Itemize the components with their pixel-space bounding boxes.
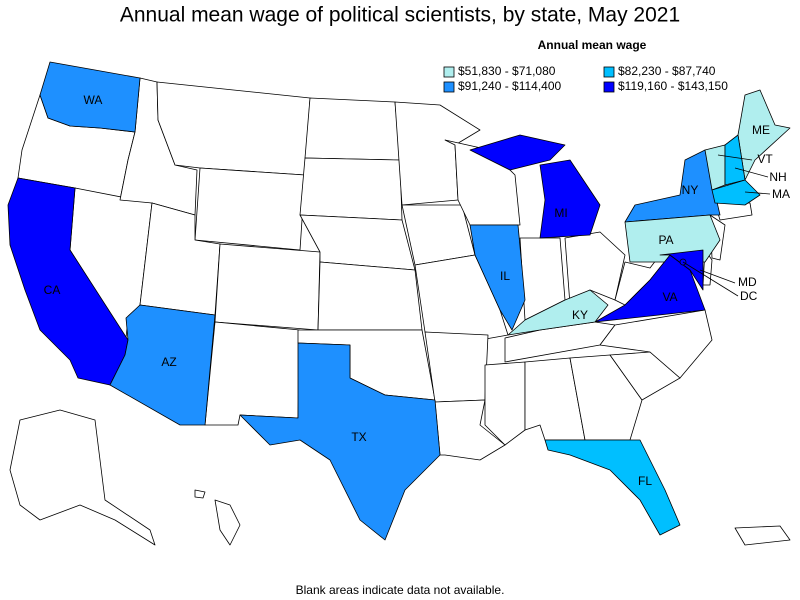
leader-lines	[682, 154, 771, 297]
legend-swatch	[443, 81, 455, 93]
state-shape	[156, 81, 311, 176]
state-shape	[484, 361, 526, 446]
map-title: Annual mean wage of political scientists…	[120, 4, 680, 27]
state-shape	[539, 159, 601, 239]
state-label: ME	[752, 123, 770, 137]
state-shape	[469, 224, 526, 331]
state-shape	[317, 261, 423, 331]
blank-states	[9, 77, 791, 546]
state-shape	[711, 179, 761, 206]
state-shape	[737, 89, 791, 181]
state-shape	[659, 249, 704, 291]
state-label: NY	[682, 183, 699, 197]
state-label: FL	[638, 474, 652, 488]
state-label: MD	[738, 275, 757, 289]
state-shape	[194, 167, 306, 251]
leader-line	[717, 154, 753, 161]
state-shape	[299, 157, 403, 221]
state-label: NH	[769, 170, 786, 184]
data-states	[7, 61, 791, 541]
state-shape	[624, 214, 721, 263]
state-shape	[214, 243, 321, 331]
state-shape	[401, 204, 476, 266]
leader-line	[699, 269, 736, 284]
state-label: MA	[772, 187, 790, 201]
legend-label: $119,160 - $143,150	[618, 79, 728, 93]
state-label: IL	[500, 269, 510, 283]
legend: Annual mean wage $51,830 - $71,080 $82,2…	[443, 38, 728, 93]
puerto-rico	[734, 525, 791, 546]
state-label: AZ	[161, 355, 176, 369]
state-label: VT	[757, 152, 773, 166]
alaska	[9, 409, 156, 546]
state-label: TX	[351, 430, 366, 444]
state-label: DC	[740, 289, 758, 303]
leader-line	[682, 261, 739, 297]
state-label: KY	[572, 308, 588, 322]
legend-swatch	[603, 66, 615, 78]
state-shape	[424, 331, 489, 403]
state-shape	[304, 97, 401, 161]
state-shape	[507, 289, 609, 336]
state-label: CA	[44, 283, 61, 297]
state-labels: WA CA AZ TX IL MI KY FL NY PA VA MD DC M…	[44, 93, 790, 488]
state-shape	[7, 177, 129, 386]
legend-swatch	[443, 66, 455, 78]
state-shape	[39, 61, 141, 133]
state-shape	[599, 309, 713, 379]
state-label: MI	[554, 206, 567, 220]
state-label: VA	[662, 290, 677, 304]
state-label: WA	[84, 93, 103, 107]
state-shape	[434, 399, 506, 461]
state-shape	[109, 304, 216, 426]
leader-line	[734, 167, 769, 178]
state-shape	[569, 354, 643, 441]
legend-label: $91,240 - $114,400	[458, 79, 562, 93]
hawaii	[194, 489, 206, 499]
footnote: Blank areas indicate data not available.	[296, 583, 505, 597]
legend-swatch	[603, 81, 615, 93]
state-shape	[239, 342, 441, 541]
state-shape	[624, 149, 721, 223]
hawaii	[214, 499, 241, 546]
leader-line	[744, 191, 771, 195]
legend-title: Annual mean wage	[538, 38, 647, 52]
state-shape	[469, 134, 566, 171]
state-shape	[544, 439, 681, 536]
legend-label: $51,830 - $71,080	[458, 64, 556, 78]
state-shape	[204, 321, 301, 426]
legend-label: $82,230 - $87,740	[618, 64, 716, 78]
state-label: PA	[658, 233, 673, 247]
state-shape	[714, 202, 753, 221]
